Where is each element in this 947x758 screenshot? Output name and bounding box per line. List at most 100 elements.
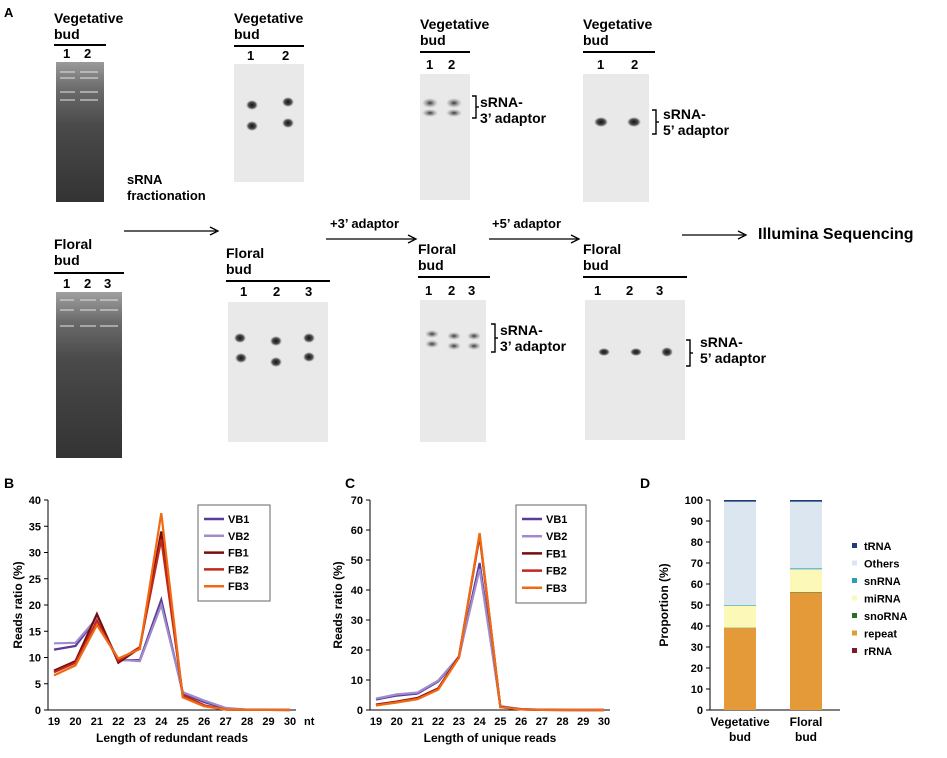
panel-c-x-tick-label: 20 [391, 716, 403, 728]
blot2-floral-image [420, 300, 486, 442]
blot3-floral-lane-3: 3 [656, 283, 664, 298]
panel-c-y-tick-label: 10 [351, 675, 363, 687]
blot3-veg-lane-2: 2 [631, 57, 639, 72]
panel-c-x-tick-label: 30 [598, 716, 610, 728]
blot3-floral-title-2: bud [583, 257, 609, 273]
blot1-veg-lane-1: 1 [247, 48, 255, 63]
panel-b-legend-label: VB2 [228, 531, 249, 543]
veg-gel-image [56, 62, 104, 202]
panel-d-legend-label: repeat [864, 629, 897, 641]
panel-d-category-label: Floral [790, 715, 823, 729]
panel-c-x-tick-label: 27 [536, 716, 548, 728]
panel-b-x-tick-label: 30 [284, 716, 296, 728]
panel-d-legend-label: snRNA [864, 576, 901, 588]
step1-label-1: sRNA [127, 172, 163, 187]
blot2-floral-title-2: bud [418, 257, 444, 273]
panel-d-bar-segment-repeat [724, 628, 756, 710]
panel-d-y-tick-label: 70 [691, 558, 703, 570]
blot1-floral-title-1: Floral [226, 245, 265, 261]
panel-b-y-tick-label: 35 [29, 521, 41, 533]
blot2-veg-title-1: Vegetative [420, 16, 490, 32]
step1-arrow-icon [124, 226, 220, 236]
panel-d-y-tick-label: 20 [691, 663, 703, 675]
blot1-veg-title-2: bud [234, 26, 260, 42]
panel-b-series-fb3 [53, 512, 291, 712]
floral-gel-lane-3: 3 [104, 276, 112, 291]
panel-d-legend-swatch [852, 630, 857, 636]
panel-c-x-tick-label: 28 [556, 716, 568, 728]
panel-d-y-tick-label: 10 [691, 684, 703, 696]
panel-b-x-tick-label: 22 [112, 716, 124, 728]
panel-b-label: B [4, 475, 14, 491]
step1-label-2: fractionation [127, 188, 206, 203]
panel-c-x-tick-label: 22 [432, 716, 444, 728]
blot3-veg-title-1: Vegetative [583, 16, 653, 32]
blot3-floral-lane-1: 1 [594, 283, 602, 298]
panel-c-x-tick-label: 25 [494, 716, 506, 728]
panel-d-bar-segment-others [724, 501, 756, 605]
blot2-veg-lane-1: 1 [426, 57, 434, 72]
panel-c-y-tick-label: 40 [351, 585, 363, 597]
panel-b-x-unit: nt [304, 716, 315, 728]
floral-gel-lane-1: 1 [63, 276, 71, 291]
final-arrow-icon [682, 230, 748, 240]
step2-arrow-icon [326, 234, 418, 244]
panel-b-x-tick-label: 19 [48, 716, 60, 728]
panel-b-legend-label: FB3 [228, 581, 249, 593]
panel-d-bar-segment-others [790, 501, 822, 569]
blot3-floral-title-1: Floral [583, 241, 622, 257]
blot3-veg-title-2: bud [583, 32, 609, 48]
panel-c-y-tick-label: 60 [351, 525, 363, 537]
panel-b-legend-label: VB1 [228, 514, 249, 526]
panel-c-y-title: Reads ratio (%) [331, 561, 345, 648]
panel-c-y-tick-label: 50 [351, 555, 363, 567]
panel-c-x-tick-label: 23 [453, 716, 465, 728]
panel-c-x-tick-label: 19 [370, 716, 382, 728]
panel-c-y-tick-label: 30 [351, 615, 363, 627]
panel-b-x-tick-label: 20 [69, 716, 81, 728]
panel-c-legend-label: VB1 [546, 514, 567, 526]
blot3-veg-lane-1: 1 [597, 57, 605, 72]
panel-d-y-tick-label: 80 [691, 537, 703, 549]
panel-b-y-tick-label: 20 [29, 600, 41, 612]
panel-d-bar-segment-trna [724, 500, 756, 502]
floral-gel-title-1: Floral [54, 236, 93, 252]
panel-d-legend-label: Others [864, 559, 899, 571]
panel-d-legend-swatch [852, 578, 857, 583]
blot2-floral-title-1: Floral [418, 241, 457, 257]
floral-gel-lane-2: 2 [84, 276, 92, 291]
panel-d-legend-swatch [852, 648, 857, 653]
blot1-veg-image [234, 64, 304, 182]
panel-d-legend-label: tRNA [864, 541, 892, 553]
blot2-floral-label-1: sRNA- [500, 322, 543, 338]
panel-b-y-tick-label: 0 [35, 705, 41, 717]
floral-gel-title-2: bud [54, 252, 80, 268]
panel-c-series-fb3 [375, 532, 604, 712]
panel-c-x-tick-label: 29 [577, 716, 589, 728]
blot1-veg-lane-2: 2 [282, 48, 290, 63]
panel-d-label: D [640, 475, 650, 491]
panel-d-category-label: bud [795, 730, 817, 744]
panel-c-legend-label: FB1 [546, 548, 567, 560]
panel-b-y-tick-label: 40 [29, 495, 41, 507]
panel-c-x-tick-label: 26 [515, 716, 527, 728]
panel-d-legend-label: snoRNA [864, 611, 907, 623]
panel-b-x-tick-label: 28 [241, 716, 253, 728]
panel-b-y-title: Reads ratio (%) [11, 561, 25, 648]
blot2-floral-lane-3: 3 [468, 283, 476, 298]
panel-d-bar-segment-snrna [790, 568, 822, 570]
panel-c-legend-label: FB2 [546, 566, 567, 578]
panel-c-label: C [345, 475, 355, 491]
blot2-veg-title-2: bud [420, 32, 446, 48]
panel-c-y-tick-label: 70 [351, 495, 363, 507]
blot2-floral-lane-2: 2 [448, 283, 456, 298]
panel-b-y-tick-label: 10 [29, 653, 41, 665]
panel-d-y-tick-label: 30 [691, 642, 703, 654]
panel-c-y-tick-label: 0 [357, 705, 363, 717]
panel-b-y-tick-label: 5 [35, 679, 41, 691]
charts-svg: B 0 5 10 15 20 25 30 35 40 19 20 21 22 23 24 25 26 27 28 29 3… [4, 475, 907, 745]
panel-d-legend-swatch [852, 560, 857, 566]
blot3-veg-label-1: sRNA- [663, 106, 706, 122]
panel-b-x-tick-label: 23 [134, 716, 146, 728]
panel-d-category-label: Vegetative [710, 715, 770, 729]
